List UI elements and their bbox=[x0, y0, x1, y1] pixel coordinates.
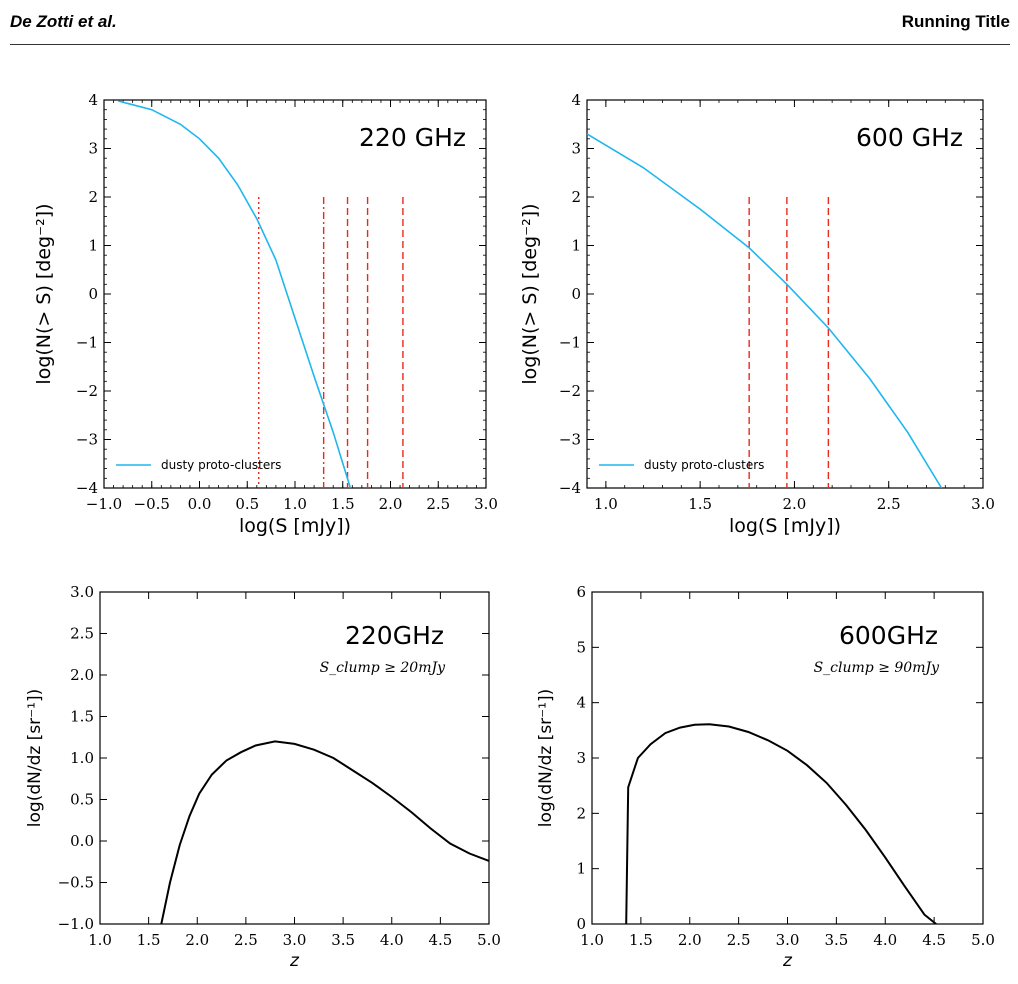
x-tick-label: 1.5 bbox=[137, 931, 161, 949]
running-title: Running Title bbox=[901, 12, 1010, 31]
y-axis-label: log(dN/dz [sr⁻¹]) bbox=[536, 689, 556, 827]
y-tick-label: −4 bbox=[76, 479, 98, 497]
series-line bbox=[118, 100, 352, 488]
x-tick-label: −0.5 bbox=[134, 495, 170, 513]
x-tick-label: 1.5 bbox=[331, 495, 355, 513]
x-tick-label: 1.0 bbox=[283, 495, 307, 513]
y-tick-label: 3.0 bbox=[70, 583, 94, 601]
frequency-annotation: 220GHz bbox=[345, 621, 444, 650]
y-tick-label: 0 bbox=[576, 915, 586, 933]
y-tick-label: 0 bbox=[571, 285, 581, 303]
legend-label: dusty proto-clusters bbox=[161, 458, 281, 472]
y-axis-label: log(dN/dz [sr⁻¹]) bbox=[25, 689, 45, 827]
y-tick-label: −4 bbox=[559, 479, 581, 497]
sclump-annotation: S_clump ≥ 90mJy bbox=[814, 660, 940, 676]
x-tick-label: 2.5 bbox=[727, 931, 751, 949]
y-tick-label: 1 bbox=[571, 237, 581, 255]
page-header: De Zotti et al. Running Title bbox=[10, 0, 1010, 45]
y-tick-label: 2 bbox=[571, 188, 581, 206]
y-tick-label: −1.0 bbox=[58, 915, 94, 933]
series-line bbox=[587, 133, 943, 488]
x-tick-label: 4.0 bbox=[873, 931, 897, 949]
author-line: De Zotti et al. bbox=[10, 12, 117, 31]
x-tick-label: 2.0 bbox=[185, 931, 209, 949]
y-tick-label: 0.0 bbox=[70, 832, 94, 850]
y-tick-label: 3 bbox=[576, 749, 586, 767]
y-tick-label: 1 bbox=[576, 860, 586, 878]
x-tick-label: −1.0 bbox=[86, 495, 122, 513]
y-tick-label: 0 bbox=[88, 285, 98, 303]
sclump-annotation: S_clump ≥ 20mJy bbox=[320, 660, 446, 676]
legend-label: dusty proto-clusters bbox=[644, 458, 764, 472]
y-tick-label: −1 bbox=[76, 334, 98, 352]
x-axis-label: log(S [mJy]) bbox=[239, 515, 351, 537]
x-tick-label: 1.0 bbox=[594, 495, 618, 513]
x-tick-label: 3.0 bbox=[971, 495, 995, 513]
series-line bbox=[625, 723, 937, 924]
y-tick-label: 5 bbox=[576, 638, 586, 656]
x-tick-label: 3.5 bbox=[331, 931, 355, 949]
x-tick-label: 4.5 bbox=[428, 931, 452, 949]
x-tick-label: 3.0 bbox=[776, 931, 800, 949]
y-axis-label: log(N(> S) [deg⁻²]) bbox=[33, 203, 55, 384]
frequency-annotation: 220 GHz bbox=[359, 123, 466, 152]
x-tick-label: 2.5 bbox=[234, 931, 258, 949]
series-line bbox=[160, 740, 489, 924]
y-tick-label: 2 bbox=[576, 804, 586, 822]
y-tick-label: 2.5 bbox=[70, 625, 94, 643]
x-tick-label: 0.0 bbox=[188, 495, 212, 513]
chart-panel-4: 1.0 1.5 2.0 2.5 3.0 3.5 4.0 4.5 5.0 0 1 2 3 4 5 6 600GHz… bbox=[536, 583, 995, 971]
x-tick-label: 2.5 bbox=[426, 495, 450, 513]
x-tick-label: 5.0 bbox=[971, 931, 995, 949]
x-tick-label: 2.0 bbox=[379, 495, 403, 513]
chart-panel-1: −1.0 −0.5 0.0 0.5 1.0 1.5 2.0 2.5 3.0 −4 −3 −2 −1 0 1 2… bbox=[33, 91, 498, 537]
x-tick-label: 1.5 bbox=[629, 931, 653, 949]
y-tick-label: 0.5 bbox=[70, 791, 94, 809]
x-axis-label: log(S [mJy]) bbox=[729, 515, 841, 537]
x-tick-label: 2.0 bbox=[782, 495, 806, 513]
x-tick-label: 3.0 bbox=[283, 931, 307, 949]
chart-panel-2: 1.0 1.5 2.0 2.5 3.0 −4 −3 −2 −1 0 1 2 3 4 dusty proto-… bbox=[519, 91, 995, 537]
y-tick-label: 3 bbox=[571, 140, 581, 158]
y-tick-label: −3 bbox=[559, 431, 581, 449]
y-tick-label: 1.0 bbox=[70, 749, 94, 767]
plot-frame bbox=[586, 99, 984, 489]
y-tick-label: 1 bbox=[88, 237, 98, 255]
y-tick-label: 3 bbox=[88, 140, 98, 158]
y-axis-label: log(N(> S) [deg⁻²]) bbox=[519, 203, 541, 384]
x-tick-label: 3.5 bbox=[824, 931, 848, 949]
x-tick-label: 1.0 bbox=[88, 931, 112, 949]
y-tick-label: 2 bbox=[88, 188, 98, 206]
y-tick-label: −1 bbox=[559, 334, 581, 352]
x-tick-label: 1.5 bbox=[688, 495, 712, 513]
plot-frame bbox=[103, 99, 487, 489]
x-tick-label: 4.0 bbox=[380, 931, 404, 949]
frequency-annotation: 600GHz bbox=[839, 621, 938, 650]
x-tick-label: 3.0 bbox=[474, 495, 498, 513]
frequency-annotation: 600 GHz bbox=[856, 123, 963, 152]
x-tick-label: 5.0 bbox=[477, 931, 501, 949]
y-tick-label: 6 bbox=[576, 583, 586, 601]
y-tick-label: 4 bbox=[88, 91, 98, 109]
y-tick-label: 2.0 bbox=[70, 666, 94, 684]
y-tick-label: 1.5 bbox=[70, 708, 94, 726]
x-axis-label: z bbox=[782, 951, 793, 971]
y-tick-label: −0.5 bbox=[58, 874, 94, 892]
x-tick-label: 1.0 bbox=[580, 931, 604, 949]
x-tick-label: 4.5 bbox=[922, 931, 946, 949]
chart-panel-3: 1.0 1.5 2.0 2.5 3.0 3.5 4.0 4.5 5.0 −1.0 −0.5 0.0 0.… bbox=[25, 583, 501, 971]
x-tick-label: 2.0 bbox=[678, 931, 702, 949]
x-tick-label: 2.5 bbox=[877, 495, 901, 513]
y-tick-label: 4 bbox=[571, 91, 581, 109]
y-tick-label: 4 bbox=[576, 694, 586, 712]
x-tick-label: 0.5 bbox=[235, 495, 259, 513]
y-tick-label: −3 bbox=[76, 431, 98, 449]
y-tick-label: −2 bbox=[559, 382, 581, 400]
y-tick-label: −2 bbox=[76, 382, 98, 400]
x-axis-label: z bbox=[289, 951, 300, 971]
